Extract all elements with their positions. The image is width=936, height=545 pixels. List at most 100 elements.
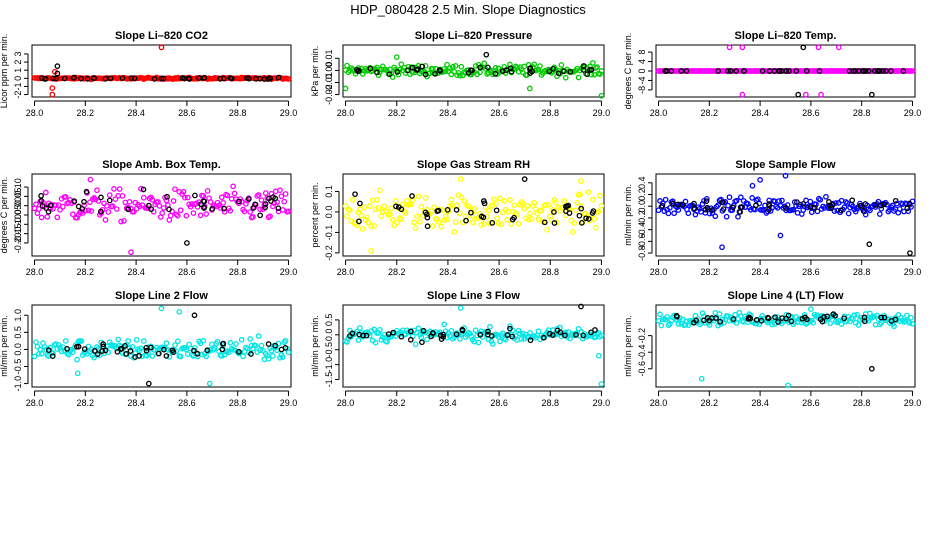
- data-point: [871, 313, 878, 320]
- data-point: [475, 339, 482, 346]
- y-tick-label: -4: [637, 76, 647, 84]
- data-point: [109, 203, 116, 209]
- data-point-black: [759, 68, 766, 74]
- data-point: [542, 201, 549, 208]
- outlier-point: [457, 305, 464, 311]
- data-points: [342, 51, 605, 99]
- data-point-black: [408, 328, 414, 335]
- data-point: [94, 187, 100, 194]
- data-point-black: [766, 68, 773, 74]
- data-point-black: [204, 347, 211, 354]
- x-tick-label: 29.0: [280, 267, 298, 277]
- data-point-black: [691, 200, 697, 207]
- data-point: [52, 202, 59, 209]
- data-point-black: [493, 207, 500, 214]
- x-tick-label: 28.2: [77, 108, 95, 118]
- data-point-black: [99, 348, 105, 354]
- x-tick-label: 28.6: [802, 108, 820, 118]
- data-point: [501, 198, 508, 204]
- data-point: [387, 211, 393, 218]
- data-point: [489, 202, 496, 208]
- data-point: [415, 193, 422, 200]
- data-point: [524, 203, 530, 209]
- data-point: [469, 219, 476, 226]
- data-point: [367, 203, 373, 210]
- data-point-black: [850, 68, 856, 74]
- data-point-black: [349, 330, 356, 337]
- data-point-black: [888, 68, 894, 74]
- data-point: [140, 194, 147, 201]
- data-point: [149, 196, 156, 203]
- data-point-black: [122, 342, 128, 349]
- data-point: [548, 217, 555, 223]
- outlier-point: [49, 85, 56, 91]
- data-point: [41, 344, 48, 350]
- data-point: [447, 65, 453, 71]
- data-point-black: [268, 198, 274, 204]
- data-point: [594, 64, 601, 70]
- y-tick-label: 1.0: [13, 309, 23, 322]
- data-point: [528, 216, 535, 222]
- data-point: [484, 213, 490, 220]
- x-tick-label: 28.8: [541, 267, 559, 277]
- data-point-black: [857, 202, 864, 209]
- data-point: [565, 329, 572, 335]
- data-point-black: [741, 68, 748, 74]
- y-tick-label: 2: [13, 60, 23, 65]
- data-point-black: [192, 192, 198, 199]
- data-point-black: [107, 75, 114, 82]
- data-point-black: [435, 207, 442, 214]
- data-point-black: [881, 314, 888, 321]
- data-point: [62, 194, 69, 200]
- data-point-black: [423, 211, 430, 218]
- data-point-black: [194, 350, 201, 357]
- data-point: [35, 206, 42, 212]
- data-point-black: [91, 348, 98, 354]
- data-point-black: [81, 198, 87, 205]
- data-point-black: [832, 312, 839, 319]
- x-tick-label: 28.0: [650, 108, 668, 118]
- data-point-black: [385, 331, 392, 337]
- data-point: [358, 212, 365, 219]
- outlier-point: [818, 91, 824, 98]
- data-point: [527, 329, 533, 336]
- data-point: [346, 207, 353, 214]
- data-point: [495, 220, 502, 227]
- y-tick-label: -1.0: [13, 376, 23, 392]
- data-point-black: [219, 346, 226, 353]
- data-point: [424, 336, 430, 343]
- data-point: [906, 320, 913, 326]
- x-tick-label: 29.0: [904, 398, 922, 408]
- data-point: [377, 326, 383, 333]
- data-point: [357, 325, 363, 331]
- data-point: [519, 200, 526, 207]
- data-point: [455, 69, 462, 76]
- data-point: [166, 217, 173, 223]
- y-tick-label: 1: [13, 68, 23, 73]
- data-point-black: [71, 198, 78, 204]
- data-point-black: [262, 201, 269, 207]
- data-point: [875, 198, 882, 205]
- data-point-black: [852, 68, 859, 74]
- data-point: [488, 338, 495, 344]
- data-point: [465, 203, 472, 210]
- outlier-point: [526, 85, 533, 92]
- data-point: [247, 209, 254, 215]
- y-tick-label: -0.6: [637, 361, 647, 377]
- outlier-point: [868, 365, 875, 372]
- data-point: [577, 191, 583, 198]
- outlier-point: [184, 240, 190, 246]
- plot-frame: [342, 173, 605, 257]
- data-point: [472, 327, 479, 334]
- x-tick-label: 28.0: [337, 267, 355, 277]
- data-point: [220, 343, 227, 349]
- data-point: [679, 316, 686, 323]
- data-point-black: [49, 353, 56, 359]
- data-point-black: [440, 331, 447, 338]
- data-point-black: [875, 68, 882, 74]
- data-point-black: [164, 193, 170, 200]
- x-tick-label: 28.0: [337, 398, 355, 408]
- data-point-black: [862, 201, 869, 207]
- y-tick-label: 0: [13, 76, 23, 81]
- data-point-black: [785, 312, 792, 319]
